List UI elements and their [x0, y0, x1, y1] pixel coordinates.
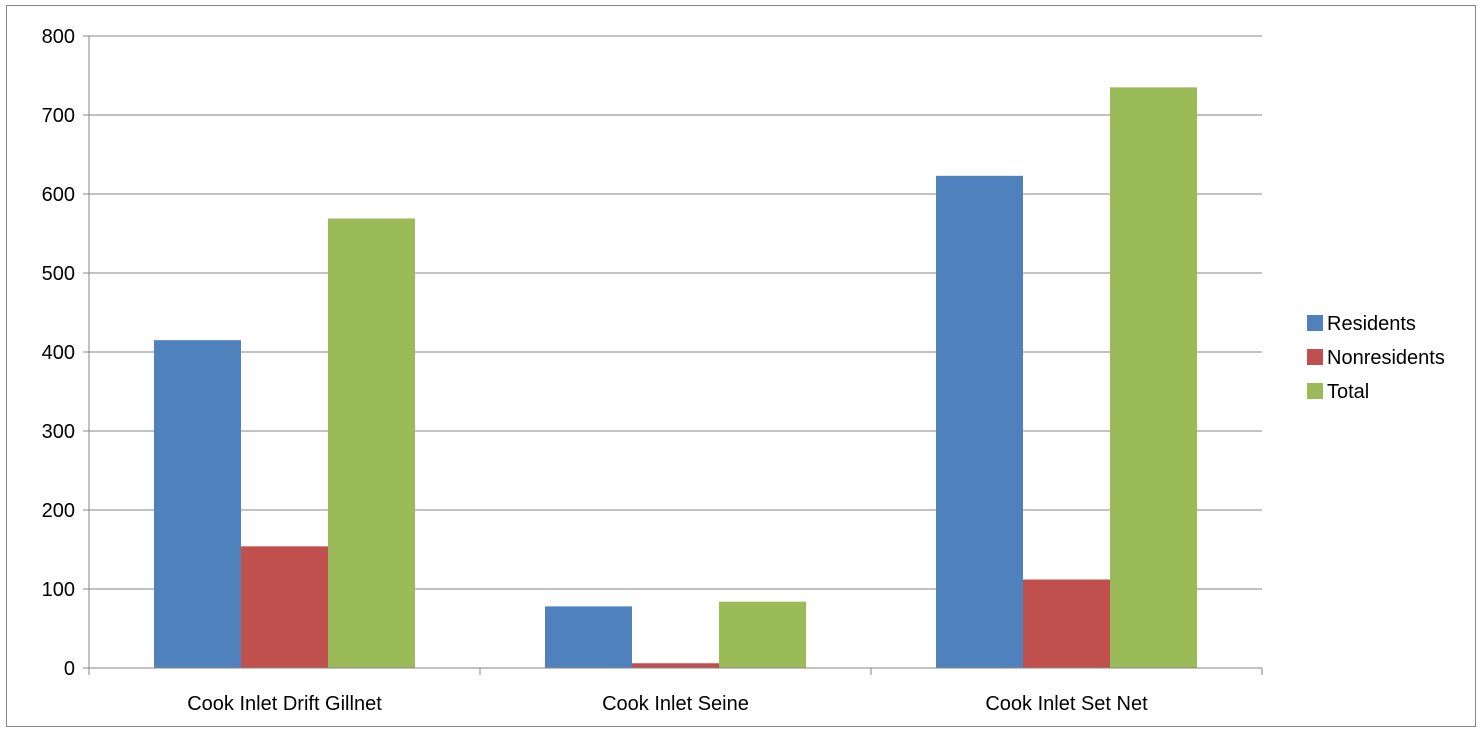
bar [632, 663, 719, 668]
legend-swatch [1307, 383, 1323, 399]
y-tick-label: 300 [42, 421, 75, 443]
bar [1109, 87, 1197, 669]
bars [154, 87, 1197, 669]
y-tick-label: 100 [42, 579, 75, 601]
y-tick-label: 700 [42, 105, 75, 127]
bar [327, 218, 415, 669]
bar [241, 546, 328, 668]
bar [545, 606, 633, 668]
y-tick-label: 800 [42, 26, 75, 48]
legend: Residents Nonresidents Total [1307, 313, 1445, 403]
y-tick-label: 500 [42, 263, 75, 285]
y-tick-label: 600 [42, 184, 75, 206]
x-category-label: Cook Inlet Drift Gillnet [187, 693, 382, 715]
x-category-label: Cook Inlet Seine [602, 693, 749, 715]
gridlines [89, 35, 1262, 590]
bar [154, 340, 242, 668]
y-tick-label: 400 [42, 342, 75, 364]
legend-label: Nonresidents [1327, 347, 1445, 369]
legend-swatch [1307, 349, 1323, 365]
x-category-label: Cook Inlet Set Net [985, 693, 1148, 715]
legend-label: Residents [1327, 313, 1416, 335]
bar [936, 175, 1024, 668]
axes: 0 100 200 300 400 500 600 700 800 Cook Inlet Drif… [42, 26, 1263, 715]
y-tick-label: 0 [64, 658, 75, 680]
bar [718, 601, 806, 668]
legend-swatch [1307, 315, 1323, 331]
y-tick-label: 200 [42, 500, 75, 522]
legend-label: Total [1327, 381, 1369, 403]
bar [1023, 579, 1110, 668]
